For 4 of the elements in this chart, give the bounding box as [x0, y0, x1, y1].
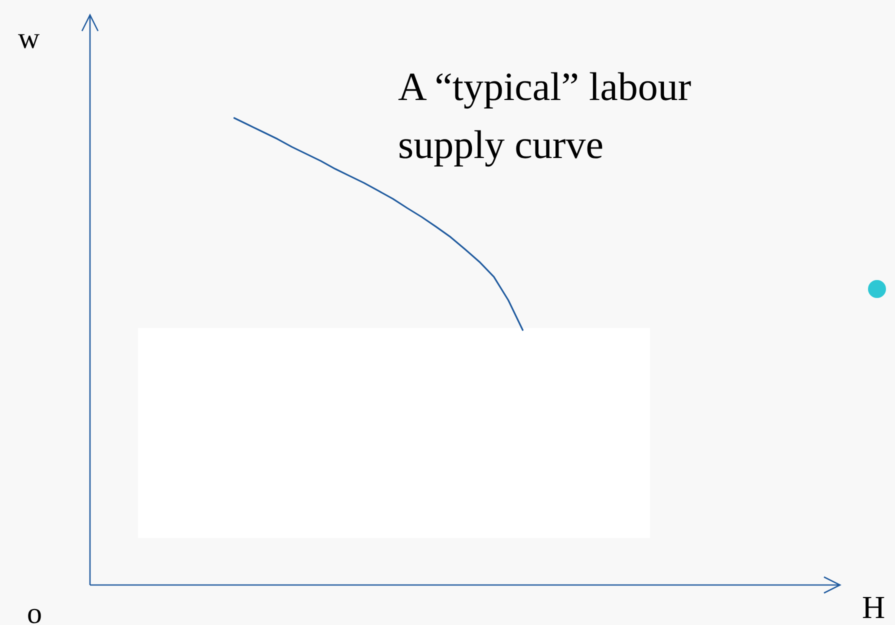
- x-axis-title: H: [862, 589, 886, 625]
- y-axis-title: w: [18, 22, 40, 55]
- text: o: [27, 597, 42, 625]
- annotation: A “typical” labour supply curve: [398, 64, 692, 167]
